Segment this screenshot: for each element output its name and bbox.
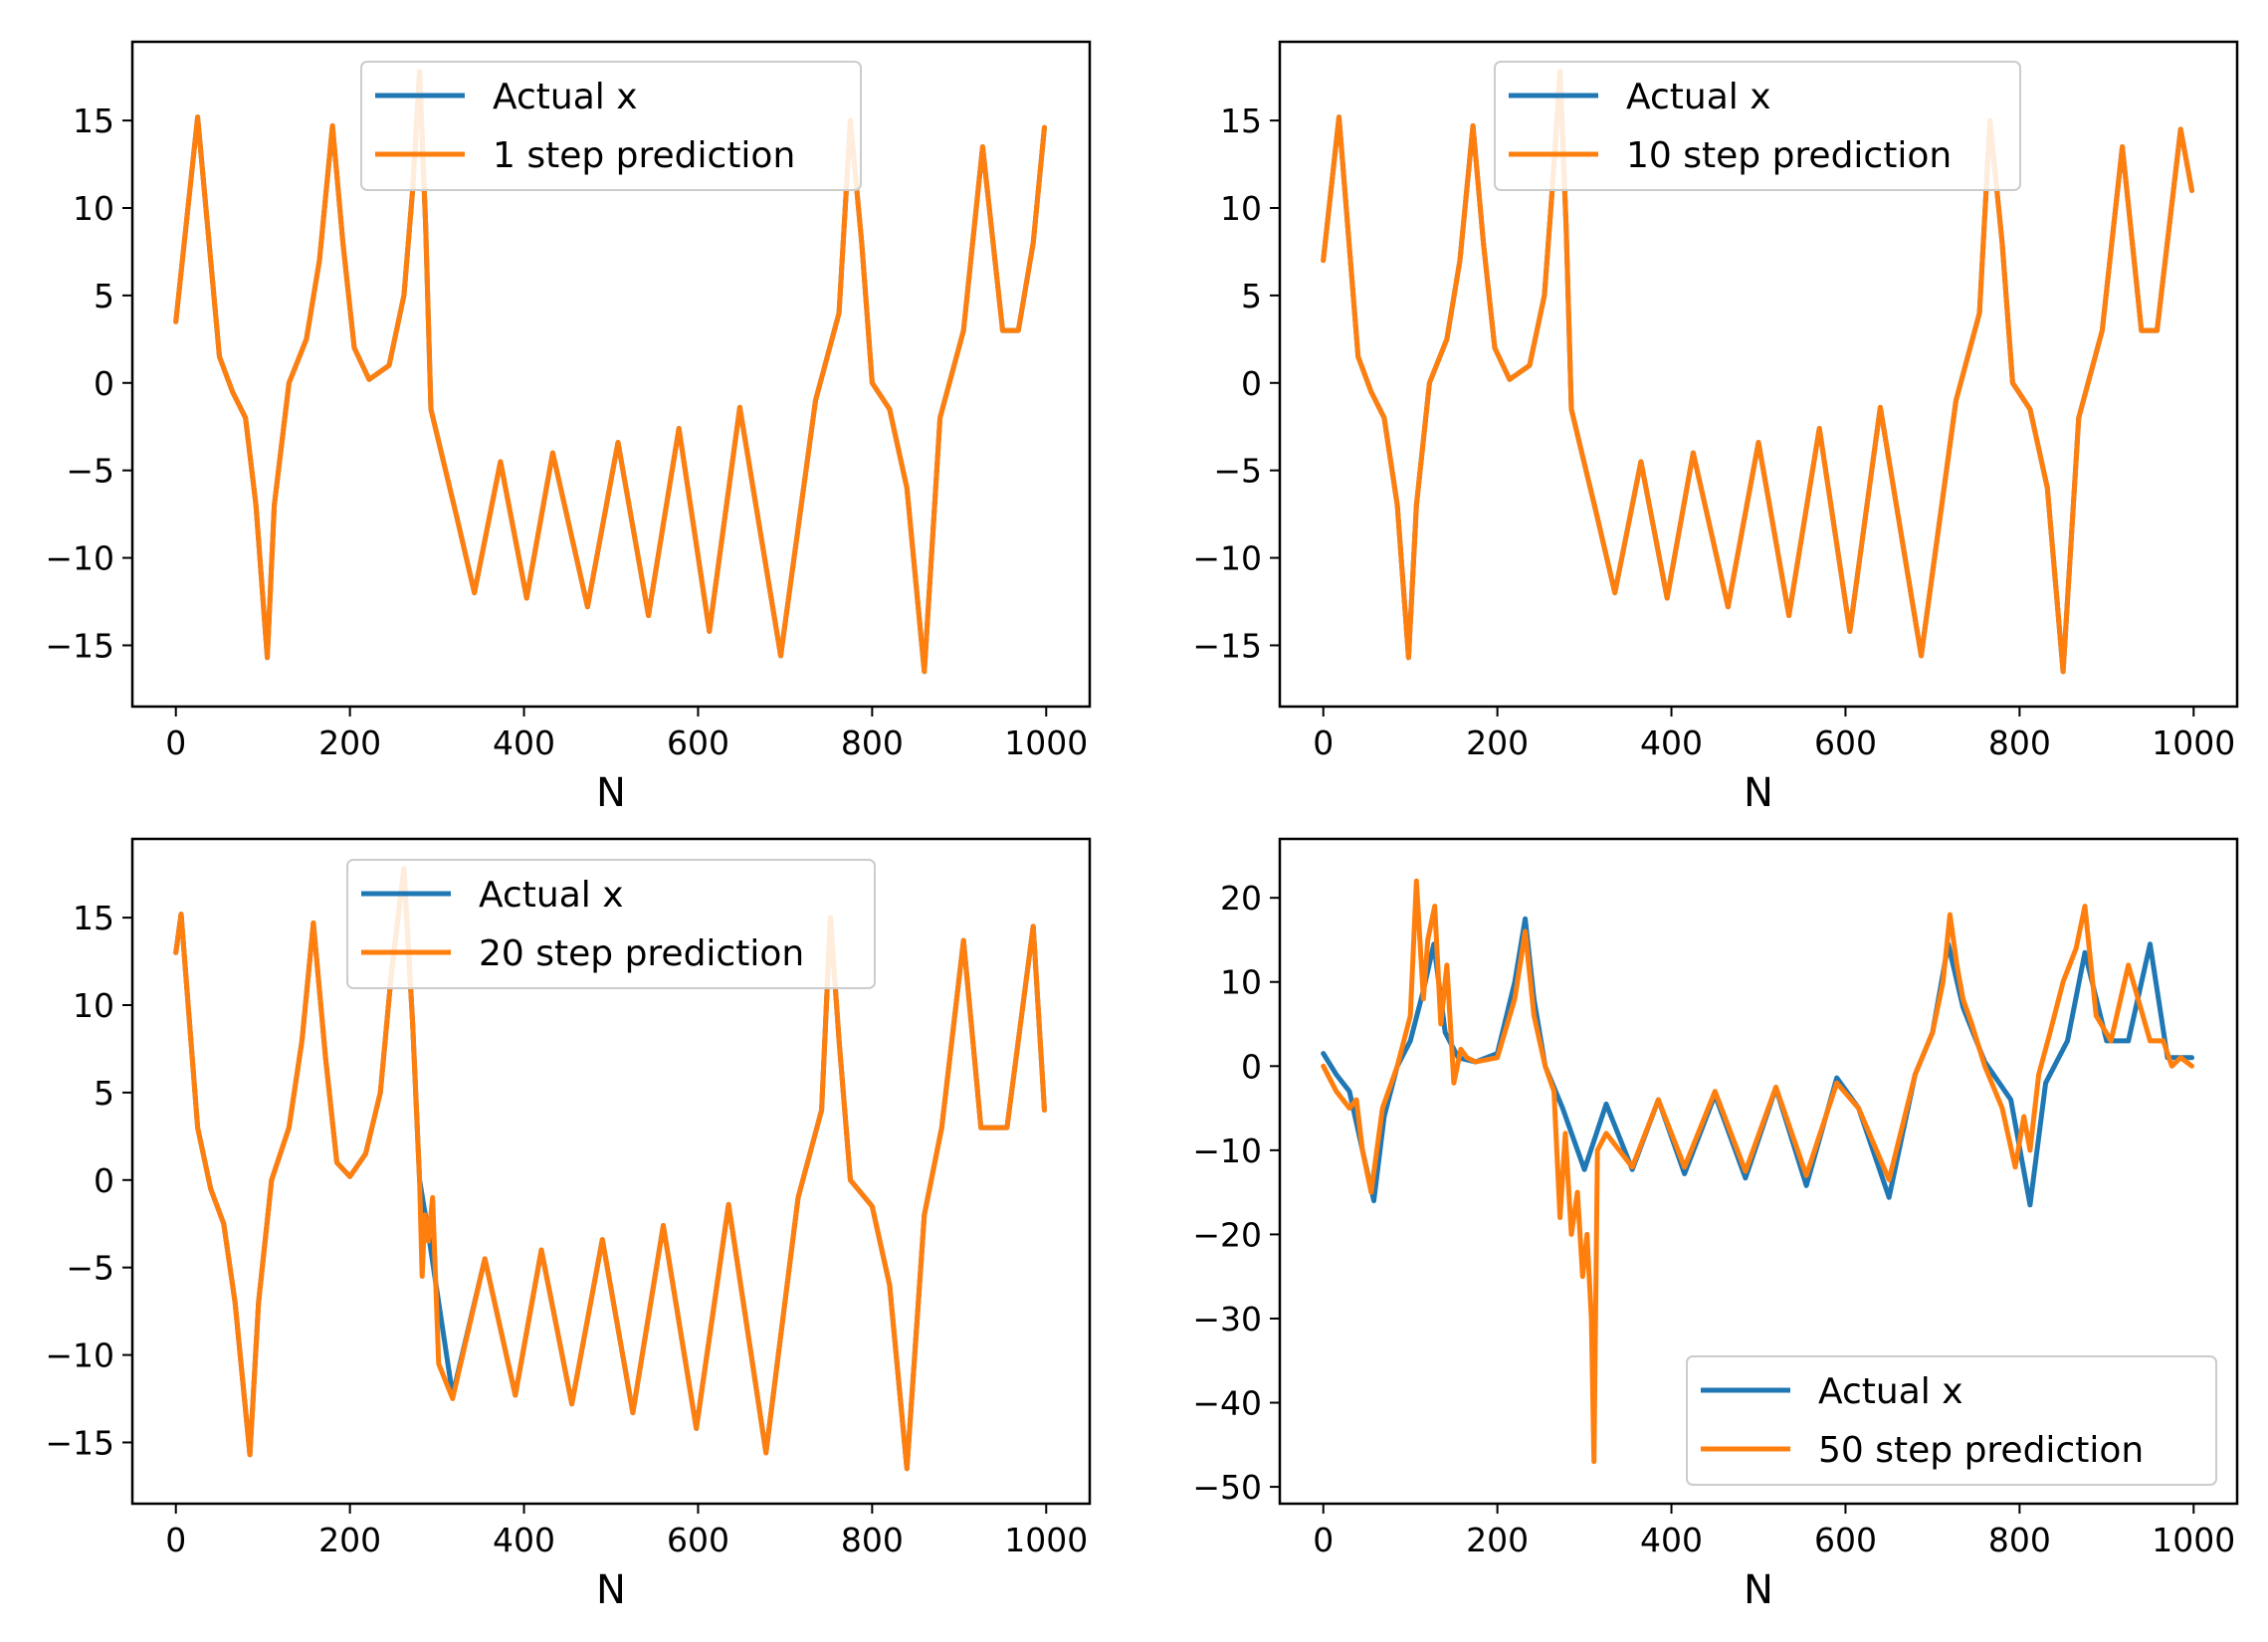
series-line-prediction	[173, 866, 1047, 1472]
x-tick-label: 600	[667, 723, 729, 762]
x-tick-label: 0	[1313, 1521, 1334, 1559]
x-tick-label: 200	[1466, 723, 1529, 762]
y-tick-label: 0	[1241, 1047, 1262, 1086]
legend: Actual x 10 step prediction	[1494, 61, 2021, 191]
y-tick-label: −5	[66, 452, 114, 491]
y-tick-label: −10	[1192, 539, 1262, 578]
series-line-prediction	[1321, 878, 2194, 1465]
y-tick-label: −10	[45, 1336, 114, 1375]
x-tick-label: 800	[841, 723, 904, 762]
x-tick-label: 200	[318, 723, 381, 762]
y-tick-label: 15	[73, 899, 114, 937]
y-tick-label: −30	[1192, 1300, 1262, 1338]
x-tick-label: 0	[165, 1521, 186, 1559]
y-tick-label: 0	[94, 364, 114, 403]
legend-label-prediction: 1 step prediction	[493, 135, 795, 176]
x-tick-label: 1000	[1004, 723, 1088, 762]
y-tick-label: 5	[1241, 277, 1262, 315]
x-tick-label: 1000	[2152, 1521, 2235, 1559]
y-tick-label: 5	[94, 1074, 114, 1113]
series-line-prediction	[1321, 69, 2194, 675]
y-tick-label: −15	[45, 1423, 114, 1462]
y-tick-label: 10	[73, 189, 114, 228]
y-tick-label: 20	[1220, 879, 1262, 918]
legend-label-actual: Actual x	[1818, 1371, 1963, 1412]
x-tick-label: 200	[318, 1521, 381, 1559]
legend-box	[1686, 1355, 2217, 1486]
legend-label-actual: Actual x	[1626, 77, 1771, 117]
y-tick-label: 10	[73, 986, 114, 1025]
x-tick-label: 800	[1988, 723, 2051, 762]
y-tick-label: −5	[1213, 452, 1262, 491]
x-tick-label: 800	[841, 1521, 904, 1559]
legend-box	[1494, 61, 2021, 191]
legend-box	[360, 61, 862, 191]
panel-10-step: 0 200 400 600 800 1000 −15 −10 −5 0 5 10 15 N Actual…	[1192, 40, 2239, 816]
y-tick-label: 0	[1241, 364, 1262, 403]
legend: Actual x 20 step prediction	[346, 859, 876, 989]
x-tick-label: 0	[165, 723, 186, 762]
x-tick-label: 600	[667, 1521, 729, 1559]
x-tick-label: 0	[1313, 723, 1334, 762]
y-tick-label: −10	[1192, 1131, 1262, 1170]
series-line-prediction	[173, 69, 1047, 675]
y-tick-label: 0	[94, 1161, 114, 1200]
x-axis-label: N	[1744, 1567, 1773, 1613]
legend-box	[346, 859, 876, 989]
panel-1-step: 0 200 400 600 800 1000 −15 −10 −5 0 5 10 15 N Actual…	[45, 40, 1092, 816]
legend-label-prediction: 10 step prediction	[1626, 135, 1952, 176]
legend-label-prediction: 50 step prediction	[1818, 1430, 2144, 1471]
y-tick-label: 5	[94, 277, 114, 315]
legend: Actual x 50 step prediction	[1686, 1355, 2217, 1486]
y-tick-label: −10	[45, 539, 114, 578]
y-tick-label: −20	[1192, 1215, 1262, 1254]
x-tick-label: 1000	[1004, 1521, 1088, 1559]
y-tick-label: 15	[1220, 102, 1262, 140]
y-tick-label: −5	[66, 1249, 114, 1288]
y-tick-label: 10	[1220, 963, 1262, 1002]
panel-20-step: 0 200 400 600 800 1000 −15 −10 −5 0 5 10 15 N Actual…	[45, 837, 1092, 1613]
legend-label-actual: Actual x	[479, 875, 624, 916]
x-axis-label: N	[1744, 770, 1773, 816]
x-tick-label: 400	[1640, 723, 1703, 762]
x-tick-label: 600	[1814, 1521, 1877, 1559]
y-tick-label: −15	[45, 626, 114, 665]
legend-label-actual: Actual x	[493, 77, 638, 117]
x-tick-label: 200	[1466, 1521, 1529, 1559]
y-tick-label: 10	[1220, 189, 1262, 228]
x-tick-label: 400	[493, 723, 555, 762]
y-tick-label: 15	[73, 102, 114, 140]
y-tick-label: −15	[1192, 626, 1262, 665]
legend-label-prediction: 20 step prediction	[479, 933, 804, 974]
plot-frame	[1278, 40, 2239, 709]
y-tick-label: −40	[1192, 1384, 1262, 1423]
x-tick-label: 600	[1814, 723, 1877, 762]
x-axis-label: N	[596, 770, 626, 816]
legend: Actual x 1 step prediction	[360, 61, 862, 191]
x-axis-label: N	[596, 1567, 626, 1613]
y-tick-label: −50	[1192, 1468, 1262, 1507]
x-tick-label: 400	[1640, 1521, 1703, 1559]
plot-frame	[130, 837, 1092, 1506]
x-tick-label: 1000	[2152, 723, 2235, 762]
x-tick-label: 800	[1988, 1521, 2051, 1559]
x-tick-label: 400	[493, 1521, 555, 1559]
plot-frame	[130, 40, 1092, 709]
plot-frame	[1278, 837, 2239, 1506]
